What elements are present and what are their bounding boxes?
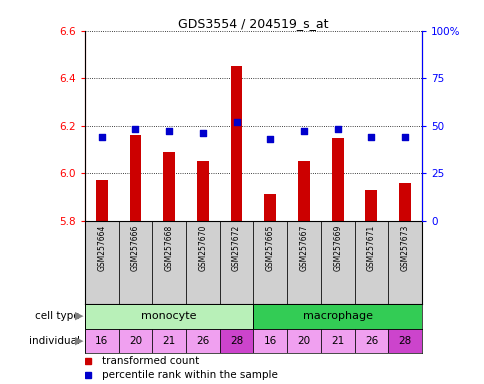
Text: ▶: ▶ xyxy=(75,336,84,346)
Point xyxy=(98,134,106,140)
Bar xyxy=(365,190,377,220)
Bar xyxy=(197,161,208,220)
Bar xyxy=(287,329,320,353)
Text: GSM257673: GSM257673 xyxy=(400,225,409,271)
Text: 26: 26 xyxy=(364,336,377,346)
Text: monocyte: monocyte xyxy=(141,311,197,321)
Bar xyxy=(398,183,410,220)
Bar xyxy=(186,329,219,353)
Bar xyxy=(163,152,175,220)
Bar xyxy=(354,329,387,353)
Bar xyxy=(152,220,186,304)
Text: GSM257670: GSM257670 xyxy=(198,225,207,271)
Bar xyxy=(230,66,242,220)
Text: 21: 21 xyxy=(162,336,175,346)
Bar xyxy=(253,329,287,353)
Text: macrophage: macrophage xyxy=(302,311,372,321)
Point xyxy=(300,128,307,134)
Bar xyxy=(219,220,253,304)
Text: 28: 28 xyxy=(229,336,242,346)
Bar xyxy=(186,220,219,304)
Point xyxy=(198,130,206,136)
Title: GDS3554 / 204519_s_at: GDS3554 / 204519_s_at xyxy=(178,17,328,30)
Text: cell type: cell type xyxy=(35,311,80,321)
Point xyxy=(367,134,375,140)
Text: 20: 20 xyxy=(297,336,310,346)
Bar xyxy=(331,137,343,220)
Bar xyxy=(219,329,253,353)
Point xyxy=(400,134,408,140)
Text: GSM257669: GSM257669 xyxy=(333,225,342,271)
Text: GSM257667: GSM257667 xyxy=(299,225,308,271)
Text: GSM257666: GSM257666 xyxy=(131,225,140,271)
Bar xyxy=(320,220,354,304)
Text: 20: 20 xyxy=(129,336,142,346)
Text: 16: 16 xyxy=(263,336,276,346)
Point xyxy=(165,128,173,134)
Point xyxy=(232,119,240,125)
Text: individual: individual xyxy=(29,336,80,346)
Bar xyxy=(264,194,275,220)
Text: GSM257665: GSM257665 xyxy=(265,225,274,271)
Bar xyxy=(85,304,253,329)
Point xyxy=(131,126,139,132)
Point xyxy=(333,126,341,132)
Bar xyxy=(387,220,421,304)
Text: ▶: ▶ xyxy=(75,311,84,321)
Text: GSM257671: GSM257671 xyxy=(366,225,375,271)
Bar xyxy=(129,135,141,220)
Bar xyxy=(152,329,186,353)
Text: 16: 16 xyxy=(95,336,108,346)
Bar xyxy=(118,329,152,353)
Text: GSM257664: GSM257664 xyxy=(97,225,106,271)
Text: 26: 26 xyxy=(196,336,209,346)
Text: GSM257672: GSM257672 xyxy=(231,225,241,271)
Bar xyxy=(118,220,152,304)
Bar xyxy=(85,220,118,304)
Bar xyxy=(320,329,354,353)
Bar xyxy=(253,220,287,304)
Point xyxy=(266,136,273,142)
Bar xyxy=(287,220,320,304)
Bar xyxy=(96,180,107,220)
Bar xyxy=(298,161,309,220)
Bar xyxy=(354,220,387,304)
Bar xyxy=(387,329,421,353)
Text: transformed count: transformed count xyxy=(102,356,198,366)
Text: GSM257668: GSM257668 xyxy=(164,225,173,271)
Text: percentile rank within the sample: percentile rank within the sample xyxy=(102,370,277,381)
Bar xyxy=(85,329,118,353)
Text: 21: 21 xyxy=(331,336,344,346)
Bar xyxy=(253,304,421,329)
Text: 28: 28 xyxy=(398,336,411,346)
